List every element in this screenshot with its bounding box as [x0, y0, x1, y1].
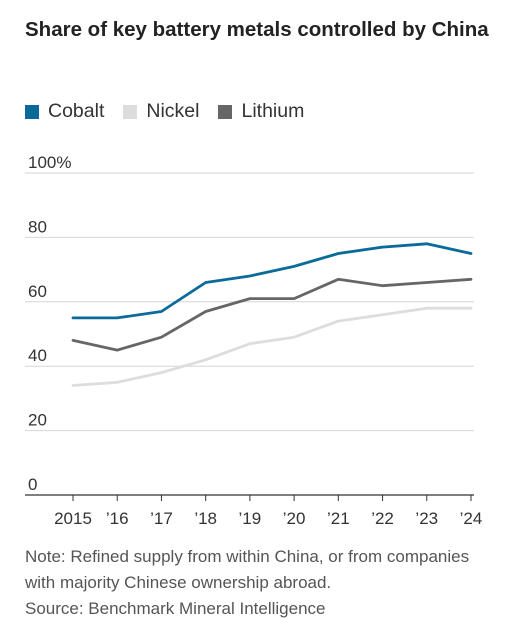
legend-label-lithium: Lithium — [241, 100, 305, 122]
x-tick-label: ’17 — [150, 509, 173, 528]
legend-item-cobalt: Cobalt — [25, 100, 104, 123]
y-tick-label: 20 — [28, 411, 47, 430]
line-chart: 100% 80 60 40 20 0 2015 ’16 ’17 ’18 ’19 ’20 ’21 ’22 ’2… — [25, 153, 483, 528]
legend-swatch-lithium — [218, 104, 233, 119]
x-tick-label: ’24 — [460, 509, 483, 528]
note-text: Note: Refined supply from within China, … — [25, 547, 470, 592]
x-tick-label: 2015 — [54, 509, 92, 528]
x-tick-label: ’22 — [371, 509, 394, 528]
legend-item-lithium: Lithium — [218, 100, 304, 123]
legend-label-cobalt: Cobalt — [48, 100, 105, 122]
x-tick-label: ’20 — [283, 509, 306, 528]
legend-swatch-cobalt — [25, 104, 39, 119]
y-tick-label: 100% — [28, 153, 71, 172]
legend: Cobalt Nickel Lithium — [25, 100, 323, 123]
chart-notes: Note: Refined supply from within China, … — [25, 544, 495, 622]
series-line-cobalt — [71, 242, 473, 320]
series-line-nickel — [71, 306, 473, 387]
source-text: Source: Benchmark Mineral Intelligence — [25, 599, 326, 618]
chart-title: Share of key battery metals controlled b… — [25, 18, 489, 41]
legend-swatch-nickel — [123, 104, 138, 119]
y-tick-label: 60 — [28, 282, 47, 301]
x-tick-label: ’19 — [239, 509, 262, 528]
y-tick-label: 80 — [28, 217, 47, 236]
y-tick-label: 40 — [28, 346, 47, 365]
x-tick-label: ’23 — [415, 509, 438, 528]
series-line-lithium — [71, 277, 473, 352]
x-tick-label: ’18 — [194, 509, 217, 528]
x-tick-label: ’16 — [106, 509, 129, 528]
y-tick-label: 0 — [28, 475, 37, 494]
legend-item-nickel: Nickel — [123, 100, 199, 123]
x-tick-label: ’21 — [327, 509, 350, 528]
legend-label-nickel: Nickel — [146, 100, 200, 122]
